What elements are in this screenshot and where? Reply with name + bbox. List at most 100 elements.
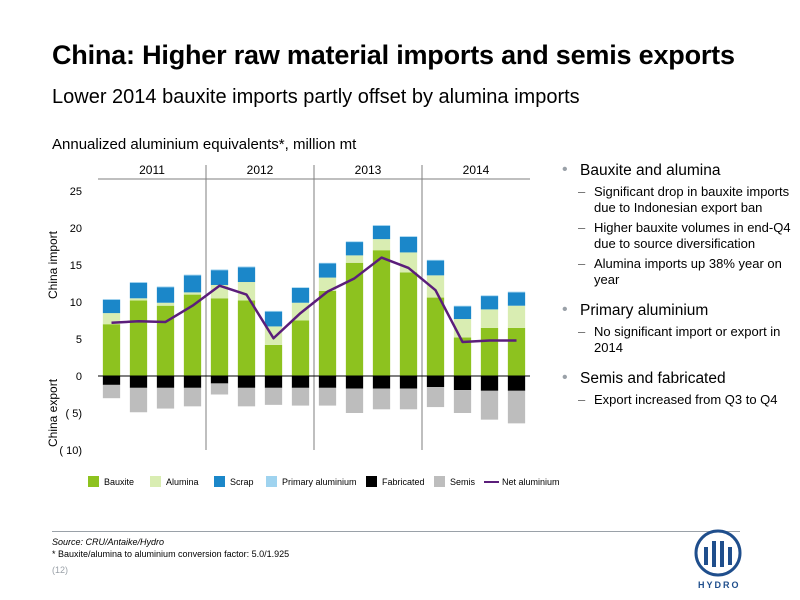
bar-segment bbox=[102, 313, 121, 325]
bar-segment bbox=[210, 269, 229, 271]
y-tick-label: ( 10) bbox=[59, 445, 82, 457]
bar-segment bbox=[183, 294, 202, 376]
dash-icon: – bbox=[578, 256, 586, 271]
bar-segment bbox=[507, 376, 526, 391]
dash-icon: – bbox=[578, 220, 586, 235]
legend-label: Net aluminium imports bbox=[502, 477, 560, 487]
bar-segment bbox=[507, 305, 526, 328]
chart-heading: Annualized aluminium equivalents*, milli… bbox=[52, 136, 357, 153]
bullet-heading: • Primary aluminium bbox=[562, 301, 709, 319]
bar-segment bbox=[426, 259, 445, 261]
bar-segment bbox=[372, 225, 391, 240]
y-tick-label: 20 bbox=[70, 223, 82, 235]
bar-segment bbox=[372, 239, 391, 251]
bar-segment bbox=[102, 376, 121, 385]
bullet-list: • Bauxite and alumina – Significant drop i… bbox=[562, 161, 798, 422]
bar-segment bbox=[345, 262, 364, 376]
y-tick-label: 0 bbox=[76, 371, 82, 383]
footer-note: * Bauxite/alumina to aluminium conversio… bbox=[52, 549, 290, 559]
bar-segment bbox=[507, 292, 526, 306]
bar-segment bbox=[183, 275, 202, 293]
y-tick-label: 5 bbox=[76, 334, 82, 346]
y-tick-label: 15 bbox=[70, 260, 82, 272]
bar-segment bbox=[102, 324, 121, 376]
bar-segment bbox=[372, 376, 391, 389]
year-label: 2011 bbox=[139, 163, 165, 177]
bar-segment bbox=[453, 376, 472, 391]
bullet-dot-icon: • bbox=[562, 369, 568, 386]
bar-segment bbox=[237, 282, 256, 301]
bar-segment bbox=[372, 250, 391, 376]
bar-segment bbox=[372, 388, 391, 410]
bullet-group: • Semis and fabricated – Export increased … bbox=[562, 369, 798, 408]
bar-segment bbox=[480, 390, 499, 420]
bar-segment bbox=[399, 272, 418, 376]
bar-segment bbox=[291, 376, 310, 388]
bar-segment bbox=[156, 376, 175, 388]
bar-segment bbox=[480, 327, 499, 376]
bar-segment bbox=[453, 390, 472, 413]
bar-segment bbox=[210, 383, 229, 395]
bullet-dot-icon: • bbox=[562, 301, 568, 318]
bar-segment bbox=[453, 337, 472, 376]
page-number: (12) bbox=[52, 565, 69, 575]
page-subtitle: Lower 2014 bauxite imports partly offset… bbox=[52, 86, 580, 108]
bar-segment bbox=[480, 309, 499, 328]
bar-segment bbox=[480, 296, 499, 310]
bar-segment bbox=[129, 282, 148, 299]
bar-segment bbox=[237, 267, 256, 283]
bar-segment bbox=[345, 242, 364, 256]
logo-text: HYDRO bbox=[698, 580, 741, 590]
y-tick-label: ( 5) bbox=[66, 408, 83, 420]
bar-segment bbox=[264, 310, 283, 312]
bullet-group: • Primary aluminium – No significant impor… bbox=[562, 301, 798, 356]
bar-segment bbox=[372, 225, 391, 226]
bar-segment bbox=[399, 388, 418, 410]
bar-segment bbox=[156, 305, 175, 376]
bar-segment bbox=[129, 376, 148, 388]
hydro-logo-icon bbox=[694, 529, 742, 577]
page-title: China: Higher raw material imports and s… bbox=[52, 40, 735, 70]
bar-segment bbox=[318, 277, 337, 291]
bar-segment bbox=[507, 291, 526, 293]
bar-segment bbox=[345, 255, 364, 263]
bar-segment bbox=[480, 295, 499, 297]
y-tick-label: 10 bbox=[70, 297, 82, 309]
legend-label: Alumina bbox=[166, 477, 199, 487]
bar-segment bbox=[156, 302, 175, 306]
bar-segment bbox=[156, 387, 175, 409]
year-label: 2013 bbox=[355, 163, 382, 177]
bar-segment bbox=[264, 376, 283, 388]
bullet-heading: • Semis and fabricated bbox=[562, 369, 726, 387]
bar-segment bbox=[102, 299, 121, 300]
bar-segment bbox=[291, 387, 310, 406]
bar-segment bbox=[507, 390, 526, 424]
y-tick-label: 25 bbox=[70, 186, 82, 198]
bullet-item: – Export increased from Q3 to Q4 bbox=[578, 392, 778, 407]
bar-segment bbox=[345, 388, 364, 413]
year-label: 2014 bbox=[463, 163, 490, 177]
bar-segment bbox=[264, 344, 283, 376]
bar-segment bbox=[237, 376, 256, 388]
bar-segment bbox=[210, 270, 229, 285]
dash-icon: – bbox=[578, 324, 586, 339]
y-axis-label-import: China import bbox=[46, 230, 60, 299]
bar-segment bbox=[183, 274, 202, 276]
bar-segment bbox=[318, 290, 337, 376]
bar-segment bbox=[318, 376, 337, 388]
bullet-group: • Bauxite and alumina – Significant drop i… bbox=[562, 161, 798, 288]
bar-segment bbox=[480, 376, 499, 391]
bar-segment bbox=[129, 282, 148, 283]
bar-segment bbox=[156, 286, 175, 288]
bar-segment bbox=[129, 387, 148, 413]
bar-segment bbox=[318, 387, 337, 406]
bar-segment bbox=[426, 376, 445, 388]
dash-icon: – bbox=[578, 392, 586, 407]
bar-segment bbox=[426, 275, 445, 298]
bar-segment bbox=[291, 287, 310, 303]
bar-segment bbox=[291, 287, 310, 288]
bar-segment bbox=[426, 260, 445, 276]
legend-swatch bbox=[88, 476, 99, 487]
net-imports-line bbox=[111, 256, 517, 344]
